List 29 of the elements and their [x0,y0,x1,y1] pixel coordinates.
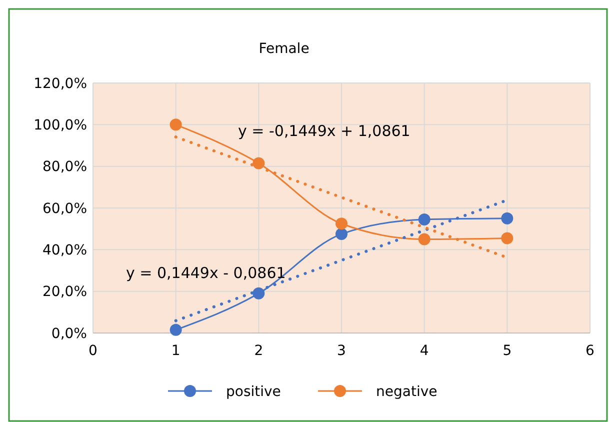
x-tick-label: 3 [337,343,346,359]
point [170,118,182,131]
point [336,228,348,240]
y-tick-label: 40,0% [42,242,87,259]
y-tick-label: 80,0% [42,159,87,176]
y-tick-label: 60,0% [42,200,87,217]
point [252,157,265,170]
point [501,232,514,244]
point [170,324,182,336]
y-tick-label: 120,0% [34,76,87,92]
point [418,213,430,226]
annotation: y = -0,1449x + 1,0861 [238,122,410,140]
point [252,287,265,300]
point [418,233,430,246]
legend-label: positive [226,384,281,400]
y-tick-label: 0,0% [51,326,87,342]
x-tick-label: 5 [502,343,512,359]
legend-label: negative [376,384,438,400]
y-tick-label: 20,0% [42,284,87,300]
x-tick-label: 0 [88,343,98,359]
x-tick-label: 6 [586,343,595,359]
x-tick-label: 2 [254,343,264,359]
point [501,212,514,224]
point [336,218,348,230]
y-tick-label: 100,0% [34,118,87,134]
chart-title: Female [258,41,310,57]
annotation: y = 0,1449x - 0,0861 [126,264,286,282]
x-tick-label: 1 [171,343,180,359]
x-tick-label: 4 [420,343,429,359]
